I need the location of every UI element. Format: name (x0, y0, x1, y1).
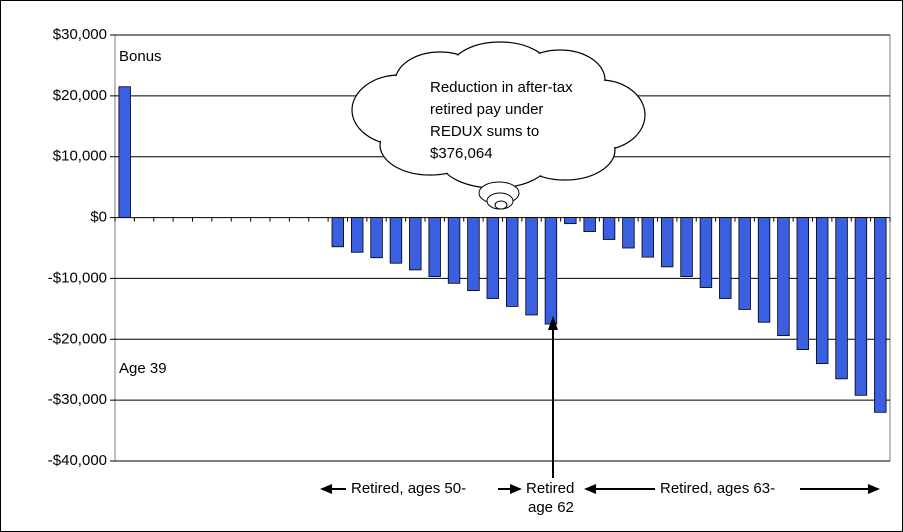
bar (835, 217, 848, 380)
bar (680, 217, 693, 278)
y-tick-label: -$40,000 (48, 452, 107, 469)
cloud-line: $376,064 (430, 145, 493, 162)
bar (796, 217, 810, 351)
cloud-text: Reduction in after-tax retired pay under R… (430, 79, 573, 162)
cloud-line: REDUX sums to (430, 123, 539, 140)
y-tick-label: $10,000 (53, 148, 107, 165)
bar (815, 217, 829, 365)
y-tick-label: $0 (90, 209, 107, 226)
bar (525, 217, 538, 316)
bar (409, 217, 422, 271)
bar (641, 217, 655, 258)
age-label: Age 39 (119, 360, 167, 377)
bar (505, 217, 519, 307)
bar (777, 217, 790, 337)
bonus-label: Bonus (119, 48, 162, 65)
bar (602, 217, 616, 240)
bar (467, 217, 480, 291)
cloud-line: retired pay under (430, 101, 543, 118)
cloud-line: Reduction in after-tax (430, 79, 573, 96)
y-tick-label: -$10,000 (48, 269, 107, 286)
bar (564, 217, 577, 225)
bar (331, 217, 345, 248)
bars (118, 86, 887, 413)
retired-62-label: Retired (526, 480, 574, 497)
bar (389, 217, 403, 264)
bar (719, 217, 732, 299)
bar (544, 217, 558, 325)
bar (854, 217, 868, 396)
bar (370, 217, 383, 259)
y-tick-label: $30,000 (53, 26, 107, 43)
bar (428, 217, 441, 278)
bar (583, 217, 596, 232)
retired-63-label: Retired, ages 63- (660, 480, 775, 497)
bar (350, 217, 364, 253)
bar (738, 217, 751, 310)
y-tick-label: -$30,000 (48, 391, 107, 408)
bar (118, 86, 131, 218)
bar (660, 217, 674, 268)
y-tick-label: -$20,000 (48, 330, 107, 347)
bar (622, 217, 635, 249)
retired-50-label: Retired, ages 50- (351, 480, 466, 497)
retired-62-label: age 62 (528, 499, 574, 516)
bar (699, 217, 713, 288)
bar (486, 217, 500, 299)
cloud (351, 41, 646, 210)
arrows (320, 316, 880, 494)
bar (447, 217, 461, 284)
bar (757, 217, 771, 323)
y-tick-label: $20,000 (53, 87, 107, 104)
bar (874, 217, 887, 413)
